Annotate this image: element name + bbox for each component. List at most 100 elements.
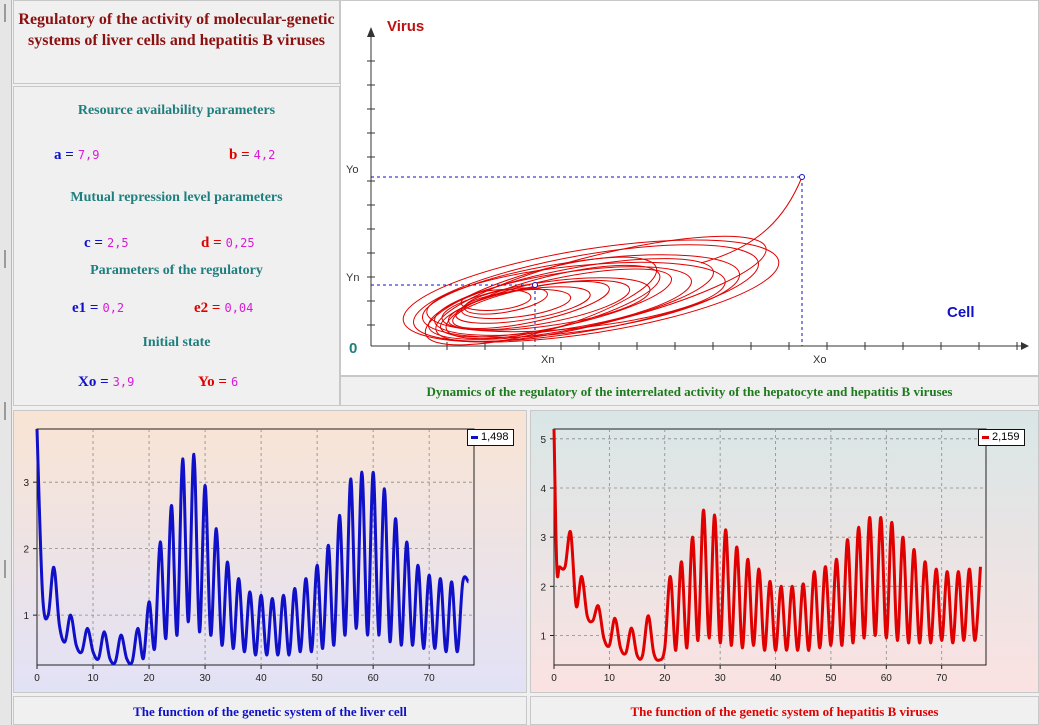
param-b-value[interactable]: 4,2 xyxy=(253,148,276,162)
left-window-edge xyxy=(0,0,12,725)
virus-y-tick-label: 1 xyxy=(540,632,546,643)
param-xo-value[interactable]: 3,9 xyxy=(112,375,135,389)
param-c-label: c = xyxy=(84,235,103,251)
phase-caption: Dynamics of the regulatory of the interr… xyxy=(340,376,1039,406)
virus-y-tick-label: 2 xyxy=(540,582,546,593)
virus-y-tick-label: 5 xyxy=(540,435,546,446)
phase-y-arrow xyxy=(367,27,375,37)
param-c[interactable]: c = 2,5 xyxy=(84,235,129,252)
liver-cell-series-line-0 xyxy=(35,428,470,666)
phase-trajectory-loop xyxy=(421,254,741,338)
virus-x-tick-label: 30 xyxy=(715,673,727,684)
param-a-value[interactable]: 7,9 xyxy=(77,148,100,162)
param-e1-label: e1 = xyxy=(72,300,99,316)
liver-cell-x-tick-label: 60 xyxy=(368,673,380,684)
phase-trajectory-loop xyxy=(402,239,780,343)
phase-x-arrow xyxy=(1021,342,1029,350)
phase-trajectory-arm xyxy=(700,176,803,264)
liver-cell-legend: 1,498 xyxy=(467,429,514,446)
phase-trajectory-loop xyxy=(460,288,572,320)
param-yo[interactable]: Yo = 6 xyxy=(198,374,238,391)
param-e2[interactable]: e2 = 0,04 xyxy=(194,300,253,317)
liver-cell-chart: 0 10 20 30 40 50 60 70 1 2 3 1,498 xyxy=(13,410,527,693)
virus-legend: 2,159 xyxy=(978,429,1025,446)
param-e2-value[interactable]: 0,04 xyxy=(224,301,254,315)
edge-mark xyxy=(4,250,6,268)
virus-y-tick-label: 4 xyxy=(540,484,546,495)
virus-x-tick-label: 70 xyxy=(936,673,948,684)
virus-series-line-0 xyxy=(552,428,982,662)
legend-swatch-red xyxy=(982,435,989,439)
liver-cell-caption: The function of the genetic system of th… xyxy=(13,696,527,725)
virus-x-tick-label: 0 xyxy=(551,673,557,684)
liver-cell-x-tick-label: 70 xyxy=(424,673,436,684)
liver-cell-x-tick-label: 0 xyxy=(34,673,40,684)
virus-legend-value: 2,159 xyxy=(992,431,1020,443)
param-e2-label: e2 = xyxy=(194,300,221,316)
virus-x-tick-label: 40 xyxy=(770,673,782,684)
param-a[interactable]: a = 7,9 xyxy=(54,147,100,164)
liver-cell-x-tick-label: 10 xyxy=(87,673,99,684)
liver-cell-y-tick-label: 3 xyxy=(23,478,29,489)
param-yo-value[interactable]: 6 xyxy=(230,375,239,389)
phase-trajectory xyxy=(402,176,803,346)
param-e1[interactable]: e1 = 0,2 xyxy=(72,300,124,317)
param-xo-label: Xo = xyxy=(78,374,109,390)
virus-x-tick-label: 20 xyxy=(659,673,671,684)
virus-x-tick-label: 60 xyxy=(881,673,893,684)
virus-plot-frame xyxy=(553,428,987,666)
xo-mark-label: Xo xyxy=(813,354,826,366)
initial-state-heading: Initial state xyxy=(142,335,211,350)
param-yo-label: Yo = xyxy=(198,374,227,390)
liver-cell-y-tick-label: 1 xyxy=(23,611,29,622)
legend-swatch-blue xyxy=(471,435,478,439)
edge-mark xyxy=(4,4,6,22)
phase-trajectory-loop xyxy=(424,256,658,346)
final-point-marker xyxy=(532,282,538,288)
yn-mark-label: Yn xyxy=(346,272,359,284)
liver-cell-y-tick-label: 2 xyxy=(23,545,29,556)
param-b-label: b = xyxy=(229,147,250,163)
phase-trajectory-loop xyxy=(428,258,714,340)
phase-trajectory-loop xyxy=(464,287,548,315)
resource-section-heading: Resource availability parameters xyxy=(77,103,276,118)
app-title-panel: Regulatory of the activity of molecular-… xyxy=(13,0,340,84)
virus-plot: 0 10 20 30 40 50 60 70 1 2 3 4 5 xyxy=(540,428,987,684)
param-d[interactable]: d = 0,25 xyxy=(201,235,255,252)
phase-x-label: Cell xyxy=(947,304,975,321)
phase-portrait-plot: Virus Cell 0 Yo Yn Xn Xo xyxy=(346,18,1029,366)
param-b[interactable]: b = 4,2 xyxy=(229,147,275,164)
edge-mark xyxy=(4,402,6,420)
phase-trajectory-loop xyxy=(413,244,759,342)
regulatory-section-heading: Parameters of the regulatory xyxy=(90,263,263,278)
liver-cell-legend-value: 1,498 xyxy=(481,431,509,443)
liver-cell-plot-frame xyxy=(36,428,475,666)
repression-section-heading: Mutual repression level parameters xyxy=(70,190,283,205)
yo-mark-label: Yo xyxy=(346,164,358,176)
xn-mark-label: Xn xyxy=(541,354,554,366)
liver-cell-x-tick-label: 30 xyxy=(200,673,212,684)
param-a-label: a = xyxy=(54,147,74,163)
virus-x-tick-label: 50 xyxy=(825,673,837,684)
liver-cell-x-tick-label: 20 xyxy=(143,673,155,684)
virus-y-tick-label: 3 xyxy=(540,533,546,544)
phase-trajectory-loop xyxy=(441,277,651,331)
initial-point-marker xyxy=(799,174,805,180)
phase-trajectory-loop xyxy=(426,261,726,333)
phase-origin-label: 0 xyxy=(349,340,357,357)
parameters-panel: Resource availability parameters a = 7,9 … xyxy=(13,86,340,406)
param-c-value[interactable]: 2,5 xyxy=(106,236,129,250)
liver-cell-plot: 0 10 20 30 40 50 60 70 1 2 3 xyxy=(23,428,475,684)
phase-y-label: Virus xyxy=(387,18,424,35)
liver-cell-x-tick-label: 40 xyxy=(256,673,268,684)
app-title: Regulatory of the activity of molecular-… xyxy=(18,11,335,49)
param-e1-value[interactable]: 0,2 xyxy=(102,301,125,315)
virus-x-tick-label: 10 xyxy=(604,673,616,684)
phase-trajectory-loop xyxy=(435,235,767,343)
liver-cell-x-tick-label: 50 xyxy=(312,673,324,684)
virus-chart: 0 10 20 30 40 50 60 70 1 2 3 4 5 2,159 xyxy=(530,410,1039,693)
param-xo[interactable]: Xo = 3,9 xyxy=(78,374,134,391)
param-d-value[interactable]: 0,25 xyxy=(225,236,255,250)
param-d-label: d = xyxy=(201,235,222,251)
phase-trajectory-loop xyxy=(460,289,532,311)
